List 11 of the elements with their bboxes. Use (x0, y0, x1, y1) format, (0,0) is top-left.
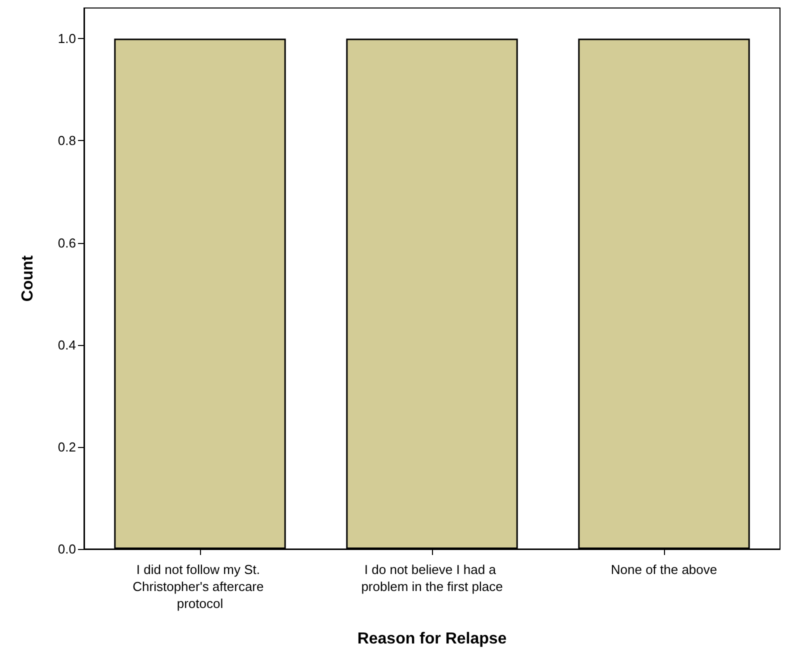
x-axis-title: Reason for Relapse (357, 630, 507, 648)
y-axis-title: Count (20, 254, 36, 302)
y-tick-label: 0.0 (58, 542, 76, 556)
x-tick-label: I do not believe I had a problem in the first place (361, 562, 503, 594)
y-tick-label: 0.8 (58, 133, 76, 148)
x-tick-label: I did not follow my St. Christopher's aftercare protocol (132, 562, 268, 611)
y-tick-label: 1.0 (58, 31, 76, 46)
y-tick-label: 0.6 (58, 235, 76, 250)
y-tick-label: 0.2 (58, 439, 76, 454)
y-tick-label: 0.4 (58, 337, 76, 352)
x-tick-label: None of the above (610, 562, 718, 577)
